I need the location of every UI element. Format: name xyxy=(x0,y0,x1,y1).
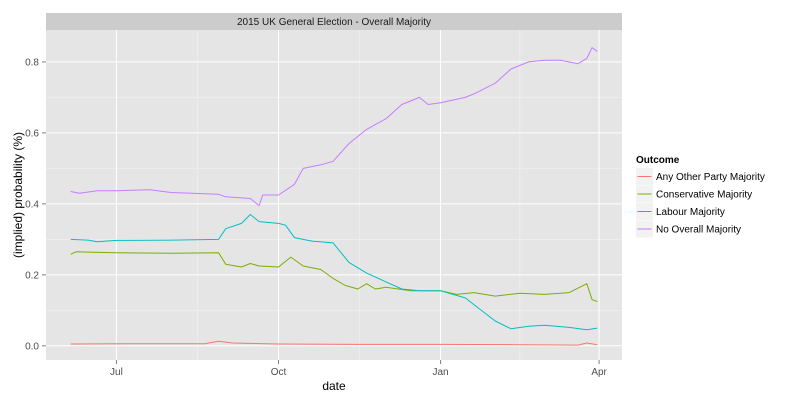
series-line-4 xyxy=(70,47,598,207)
legend-label: Labour Majority xyxy=(656,207,725,218)
x-axis: Jul Oct Jan Apr xyxy=(110,360,608,378)
x-axis-title: date xyxy=(322,379,346,393)
y-tick-label: 0.6 xyxy=(25,128,39,139)
strip-background xyxy=(46,13,622,30)
x-tick-label: Oct xyxy=(271,367,287,378)
minor-gridlines xyxy=(46,30,622,360)
series-lines xyxy=(70,47,598,346)
y-axis: 0.0 0.2 0.4 0.6 0.8 xyxy=(25,57,46,352)
chart-title: 2015 UK General Election - Overall Major… xyxy=(237,17,431,28)
legend-title: Outcome xyxy=(636,155,680,166)
x-tick-label: Jul xyxy=(110,367,123,378)
y-axis-title: (implied) probability (%) xyxy=(11,132,25,258)
y-tick-label: 0.2 xyxy=(25,270,39,281)
legend-items: Any Other Party Majority Conservative Maj… xyxy=(636,168,765,238)
series-line-2 xyxy=(70,251,598,302)
y-tick-label: 0.4 xyxy=(25,199,39,210)
series-line-1 xyxy=(70,340,598,346)
legend-label: No Overall Majority xyxy=(656,225,741,236)
x-tick-label: Jan xyxy=(433,367,449,378)
x-tick-label: Apr xyxy=(591,367,607,378)
y-tick-label: 0.0 xyxy=(25,341,39,352)
series-line-3 xyxy=(70,214,598,331)
y-tick-label: 0.8 xyxy=(25,57,39,68)
legend: Outcome Any Other Party Majority Conserva… xyxy=(636,155,765,238)
plot-panel xyxy=(46,30,622,360)
legend-label: Conservative Majority xyxy=(656,190,752,201)
legend-label: Any Other Party Majority xyxy=(656,172,765,183)
